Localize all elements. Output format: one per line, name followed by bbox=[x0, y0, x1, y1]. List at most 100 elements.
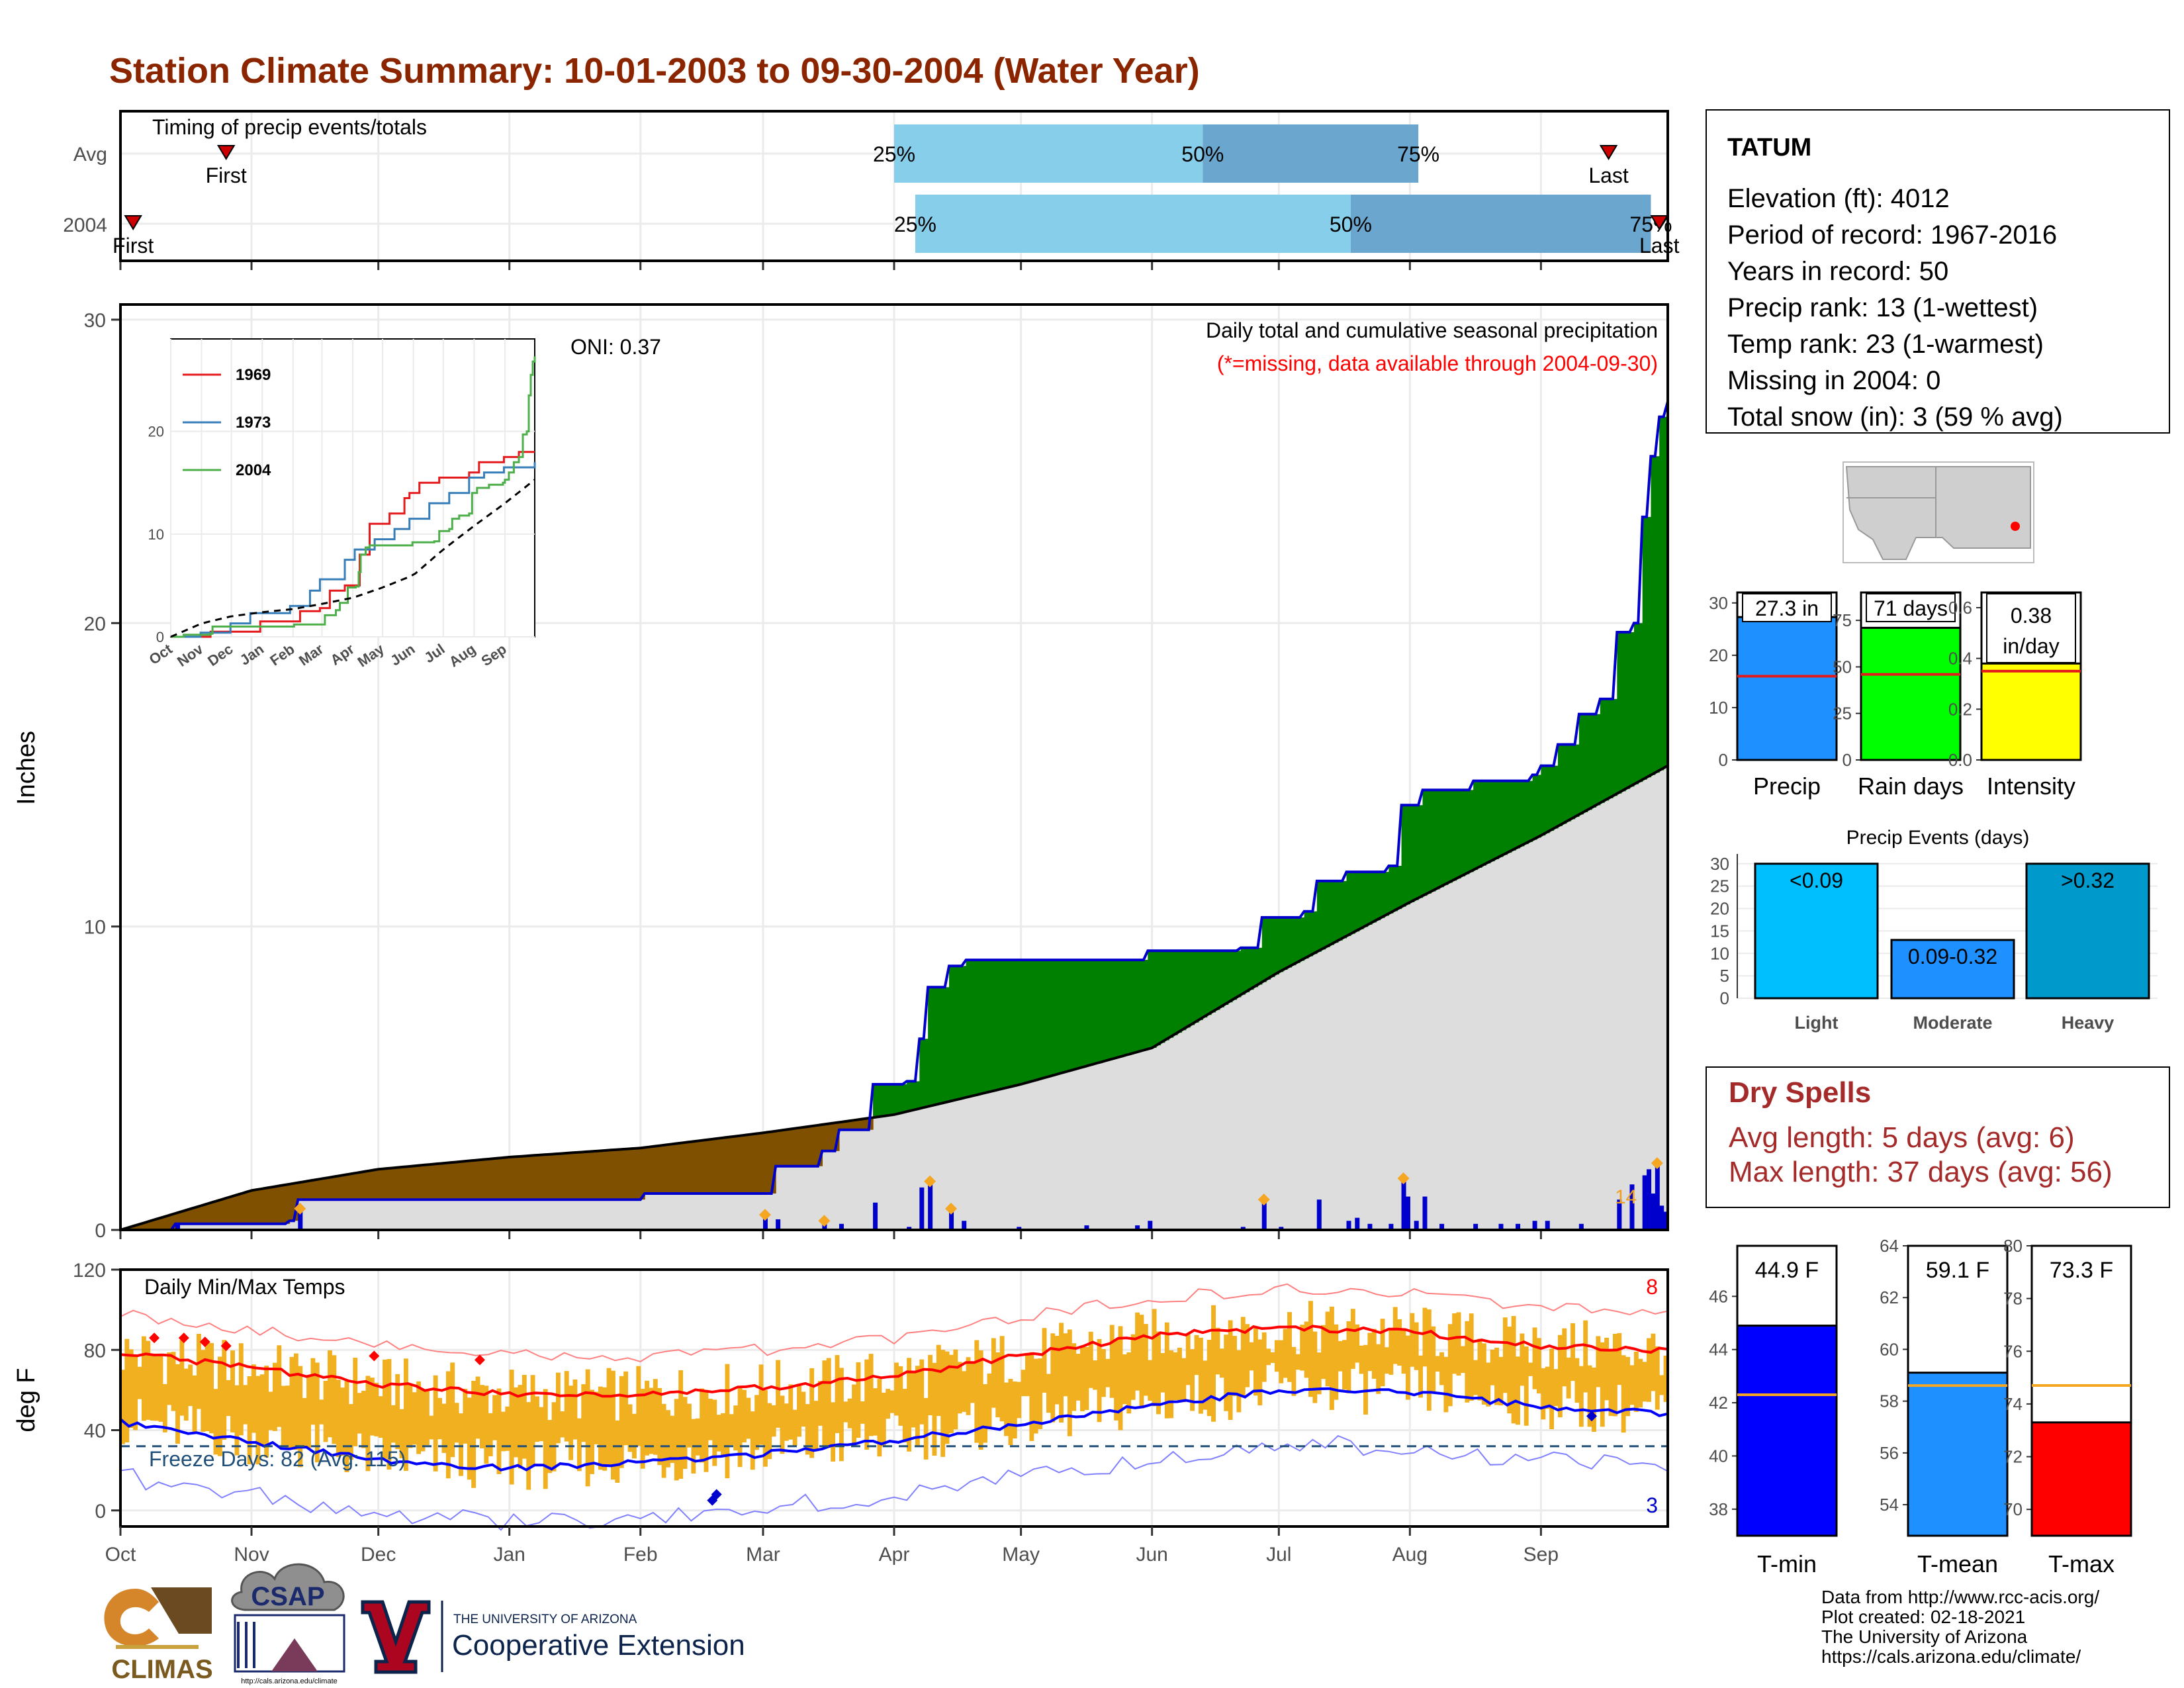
above-average-slice bbox=[1114, 960, 1119, 1058]
below-average-slice bbox=[399, 1167, 404, 1200]
below-average-slice bbox=[661, 1145, 666, 1194]
temp-summary-ytick-label: 78 bbox=[2003, 1289, 2023, 1309]
station-elevation: Elevation (ft): 4012 bbox=[1727, 184, 1950, 213]
daily-temp-bar bbox=[353, 1358, 358, 1446]
daily-temp-bar bbox=[1249, 1342, 1254, 1371]
above-average-slice bbox=[1236, 951, 1242, 998]
temp-ytick-label: 40 bbox=[84, 1421, 106, 1442]
temp-summary-bar-t-max bbox=[2030, 1421, 2132, 1537]
daily-temp-bar bbox=[344, 1380, 349, 1473]
below-average-slice bbox=[357, 1172, 362, 1200]
events-title: Precip Events (days) bbox=[1846, 827, 2030, 849]
daily-temp-bar bbox=[226, 1380, 231, 1417]
daily-temp-bar bbox=[133, 1356, 138, 1430]
daily-temp-bar bbox=[450, 1362, 455, 1458]
above-average-slice bbox=[1346, 872, 1351, 936]
below-average-slice bbox=[746, 1135, 751, 1194]
daily-temp-bar bbox=[1426, 1309, 1432, 1411]
page-title: Station Climate Summary: 10-01-2003 to 0… bbox=[109, 51, 1200, 91]
above-average-slice bbox=[1570, 744, 1576, 820]
temp-summary-ytick-label: 80 bbox=[2003, 1236, 2023, 1256]
below-average-slice bbox=[293, 1183, 298, 1221]
above-average-slice bbox=[1435, 790, 1440, 890]
daily-temp-bar bbox=[251, 1364, 256, 1433]
daily-precip-bar bbox=[776, 1219, 781, 1230]
daily-temp-bar bbox=[1452, 1313, 1457, 1374]
above-average-slice bbox=[1541, 765, 1546, 836]
below-average-slice bbox=[162, 1217, 167, 1230]
min-records-count: 3 bbox=[1646, 1493, 1658, 1517]
daily-temp-bar bbox=[302, 1397, 307, 1447]
daily-temp-bar bbox=[1245, 1324, 1250, 1387]
daily-temp-bar bbox=[412, 1392, 417, 1445]
below-average-slice bbox=[496, 1158, 502, 1200]
daily-temp-bar bbox=[1080, 1346, 1085, 1411]
above-average-slice bbox=[1647, 516, 1652, 778]
daily-temp-bar bbox=[649, 1387, 654, 1454]
above-average-slice bbox=[1659, 416, 1664, 771]
daily-temp-bar bbox=[238, 1343, 244, 1436]
above-average-slice bbox=[1363, 872, 1369, 927]
daily-temp-bar bbox=[264, 1366, 269, 1458]
daily-temp-bar bbox=[196, 1334, 201, 1409]
daily-temp-bar bbox=[826, 1358, 831, 1448]
below-average-slice bbox=[640, 1148, 645, 1200]
above-average-slice bbox=[1566, 744, 1571, 822]
dry-spells-box: Dry Spells Avg length: 5 days (avg: 6) M… bbox=[1706, 1066, 2170, 1208]
events-category-label: Heavy bbox=[2062, 1013, 2115, 1033]
above-average-slice bbox=[1608, 698, 1614, 798]
daily-temp-bar bbox=[124, 1338, 130, 1442]
above-average-slice bbox=[1101, 960, 1106, 1062]
daily-temp-bar bbox=[835, 1355, 840, 1433]
daily-temp-bar bbox=[966, 1357, 971, 1415]
above-average-slice bbox=[1059, 960, 1064, 1074]
daily-temp-bar bbox=[978, 1350, 983, 1450]
below-average-slice bbox=[205, 1204, 210, 1224]
daily-temp-bar bbox=[243, 1385, 248, 1425]
daily-precip-bar bbox=[1647, 1169, 1652, 1230]
daily-temp-bar bbox=[454, 1403, 459, 1443]
record-high-marker bbox=[178, 1333, 189, 1344]
daily-temp-bar bbox=[1329, 1306, 1334, 1410]
daily-precip-bar bbox=[1663, 1211, 1668, 1230]
daily-temp-bar bbox=[1494, 1347, 1499, 1405]
daily-temp-bar bbox=[1198, 1337, 1203, 1414]
below-average-slice bbox=[623, 1149, 629, 1200]
daily-temp-bar bbox=[222, 1340, 227, 1440]
daily-temp-bar bbox=[361, 1391, 367, 1448]
above-average-slice bbox=[1355, 872, 1360, 932]
events-bar-heavy bbox=[2025, 863, 2150, 1000]
summary-ytick-label: 50 bbox=[1833, 657, 1852, 677]
daily-temp-bar bbox=[1465, 1321, 1470, 1403]
inset-line-1969 bbox=[171, 451, 535, 638]
daily-temp-bar bbox=[1206, 1340, 1212, 1417]
below-average-slice bbox=[826, 1124, 831, 1151]
above-average-slice bbox=[886, 1084, 891, 1116]
daily-temp-bar bbox=[919, 1359, 925, 1425]
daily-temp-bar bbox=[640, 1389, 645, 1469]
daily-temp-bar bbox=[1350, 1309, 1355, 1369]
below-average-slice bbox=[666, 1145, 671, 1194]
temp-summary-value-label: 44.9 F bbox=[1755, 1258, 1819, 1283]
temp-summary-ytick-label: 62 bbox=[1880, 1288, 1899, 1307]
daily-precip-bar bbox=[1346, 1221, 1351, 1230]
above-average-slice bbox=[1528, 780, 1533, 842]
below-average-slice bbox=[369, 1170, 375, 1200]
daily-temp-bar bbox=[479, 1385, 484, 1448]
above-average-slice bbox=[1203, 951, 1208, 1018]
daily-temp-bar bbox=[306, 1375, 311, 1448]
daily-precip-bar bbox=[1545, 1221, 1550, 1230]
below-average-slice bbox=[792, 1129, 797, 1166]
daily-temp-bar bbox=[733, 1405, 739, 1451]
daily-temp-bar bbox=[907, 1358, 912, 1452]
daily-precip-bar bbox=[1439, 1223, 1445, 1230]
above-average-slice bbox=[1228, 951, 1233, 1003]
temp-summary-ytick-label: 70 bbox=[2003, 1499, 2023, 1519]
daily-temp-bar bbox=[496, 1388, 502, 1474]
temp-summary-ytick-label: 60 bbox=[1880, 1339, 1899, 1359]
summary-ytick-label: 25 bbox=[1833, 704, 1852, 724]
daily-precip-bar bbox=[762, 1215, 768, 1230]
above-average-slice bbox=[1274, 917, 1279, 975]
daily-temp-bar bbox=[383, 1359, 387, 1459]
daily-temp-bar bbox=[1553, 1369, 1559, 1407]
